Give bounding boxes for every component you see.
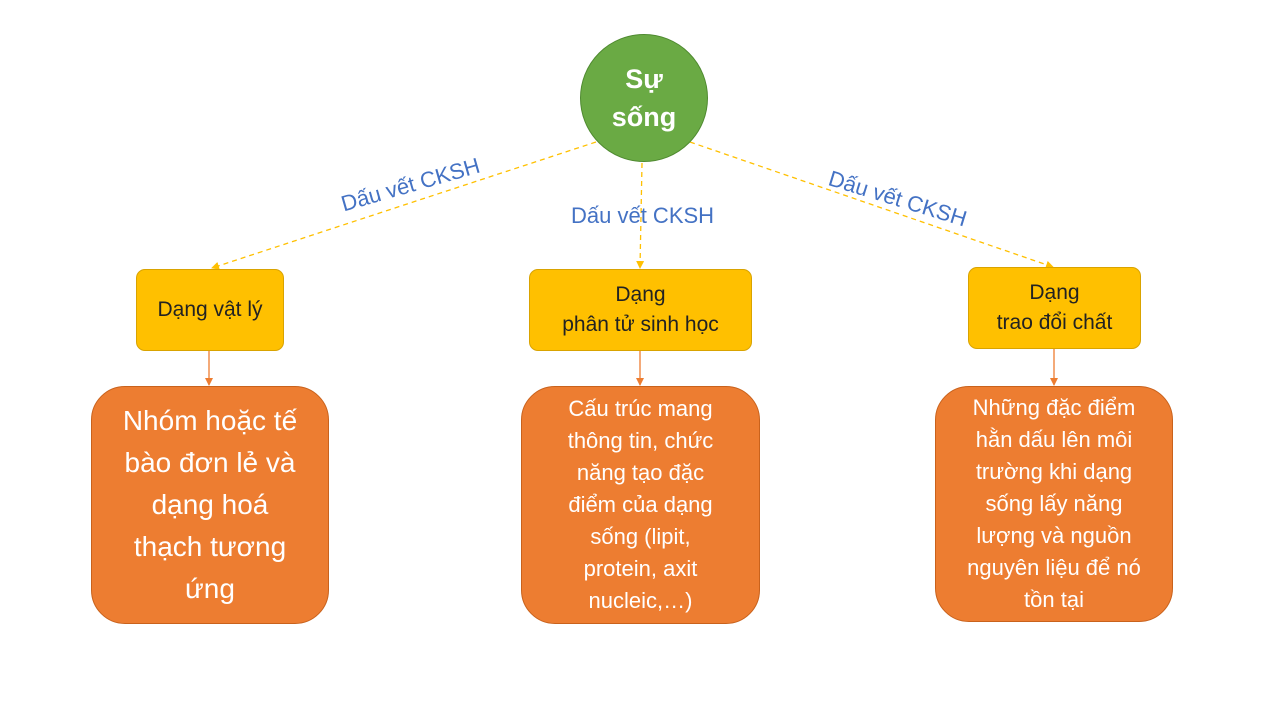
description-metabolic: Những đặc điểm hằn dấu lên môi trường kh… [935,386,1173,622]
description-metabolic-line-2: hằn dấu lên môi [975,427,1133,452]
description-molecular-line-4: điểm của dạng [568,492,713,517]
connector-root-physical [211,141,597,270]
root-line-1: Sự [625,64,663,94]
root-line-2: sống [611,102,677,132]
root-node-su-song: Sự sống [580,34,708,162]
description-physical-line-3: dạng hoá [151,489,269,520]
description-physical-line-4: thạch tương [133,531,287,562]
connector-root-metabolic [689,141,1054,269]
description-physical-line-2: bào đơn lẻ và [124,447,296,478]
category-metabolic-line-2: trao đổi chất [996,311,1113,334]
category-metabolic-line-1: Dạng [1029,281,1080,304]
edge-label-center: Dấu vết CKSH [571,203,715,228]
description-metabolic-line-6: nguyên liệu để nó [967,555,1141,580]
category-molecular: Dạng phân tử sinh học [529,269,752,351]
description-molecular-line-2: thông tin, chức [567,428,714,453]
description-molecular: Cấu trúc mang thông tin, chức năng tạo đ… [521,386,760,624]
description-metabolic-line-4: sống lấy năng [985,491,1123,516]
description-metabolic-line-5: lượng và nguồn [976,523,1132,548]
category-molecular-line-2: phân tử sinh học [562,313,719,336]
description-molecular-line-5: sống (lipit, [590,524,691,549]
description-molecular-line-7: nucleic,…) [588,588,693,613]
description-physical-line-1: Nhóm hoặc tế [122,405,298,436]
category-metabolic: Dạng trao đổi chất [968,267,1141,349]
description-metabolic-line-7: tồn tại [1024,587,1084,612]
description-physical: Nhóm hoặc tế bào đơn lẻ và dạng hoá thạc… [91,386,329,624]
category-physical: Dạng vật lý [136,269,284,351]
description-molecular-line-1: Cấu trúc mang [568,396,713,421]
description-molecular-line-3: năng tạo đặc [576,460,705,485]
category-molecular-line-1: Dạng [615,283,666,306]
description-metabolic-line-1: Những đặc điểm [972,395,1136,420]
description-molecular-line-6: protein, axit [583,556,698,581]
description-metabolic-line-3: trường khi dạng [975,459,1133,484]
description-physical-line-5: ứng [185,573,235,604]
category-physical-line-1: Dạng vật lý [157,298,263,321]
